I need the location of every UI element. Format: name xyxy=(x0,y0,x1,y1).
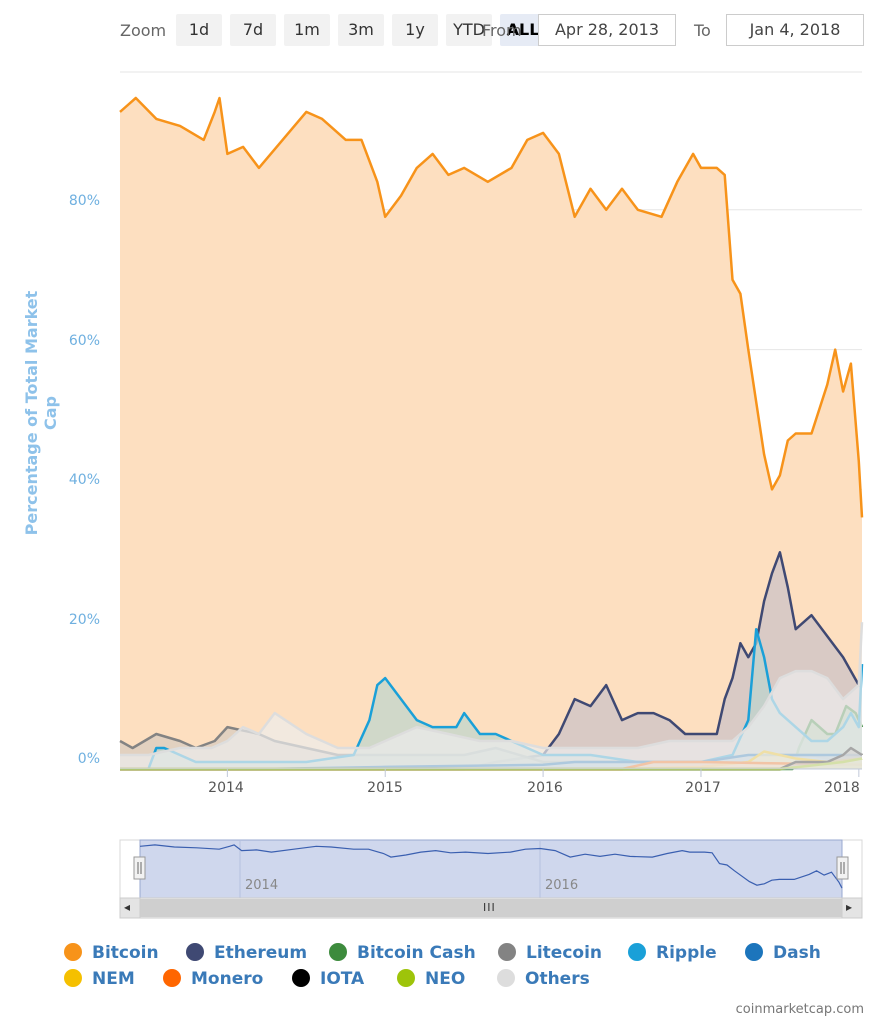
series-area-bitcoin xyxy=(120,98,862,769)
legend-item-dash[interactable]: Dash xyxy=(745,942,821,964)
legend-label: Ethereum xyxy=(214,943,308,963)
legend-item-neo[interactable]: NEO xyxy=(397,968,465,990)
series-line-ethereum[interactable] xyxy=(120,551,862,771)
legend-label: Litecoin xyxy=(526,943,603,963)
scrollbar-left-button[interactable] xyxy=(119,897,141,919)
zoom-1m-button[interactable]: 1m xyxy=(284,14,330,46)
legend-label: Bitcoin xyxy=(92,943,159,963)
legend-item-ethereum[interactable]: Ethereum xyxy=(186,942,307,964)
x-tick-marks xyxy=(226,769,860,777)
y-tick-label: 20% xyxy=(68,612,100,628)
legend-item-nem[interactable]: NEM xyxy=(64,968,135,990)
series-areas xyxy=(119,96,864,771)
dash-dot-icon xyxy=(745,943,763,961)
legend-item-monero[interactable]: Monero xyxy=(163,968,263,990)
navigator-label-2016: 2016 xyxy=(545,878,579,893)
scroll-right-arrow-icon[interactable]: ▸ xyxy=(846,900,853,914)
legend-label: Others xyxy=(525,969,590,989)
from-label: From xyxy=(482,21,522,40)
legend-label: IOTA xyxy=(320,969,365,989)
x-tick-label: 2016 xyxy=(527,780,563,796)
zoom-label: Zoom xyxy=(120,21,167,40)
legend-label: Bitcoin Cash xyxy=(357,943,476,963)
y-axis-title: Percentage of Total Market Cap xyxy=(22,290,60,536)
navigator xyxy=(119,839,863,899)
to-label: To xyxy=(694,21,711,40)
bitcoin-cash-dot-icon xyxy=(329,943,347,961)
nem-dot-icon xyxy=(64,969,82,987)
y-tick-label: 0% xyxy=(77,751,100,767)
litecoin-dot-icon xyxy=(498,943,516,961)
series-line-others[interactable] xyxy=(120,622,864,757)
navigator-series-line xyxy=(139,844,843,889)
y-tick-label: 40% xyxy=(68,472,100,488)
navigator-left-handle[interactable] xyxy=(133,856,146,880)
legend-label: Dash xyxy=(773,943,821,963)
iota-dot-icon xyxy=(292,969,310,987)
legend-item-others[interactable]: Others xyxy=(497,968,590,990)
legend-item-bitcoin[interactable]: Bitcoin xyxy=(64,942,159,964)
series-line-bitcoin[interactable] xyxy=(119,96,864,518)
x-tick-label: 2015 xyxy=(367,780,403,796)
ethereum-dot-icon xyxy=(186,943,204,961)
legend-label: Ripple xyxy=(656,943,717,963)
zoom-7d-button[interactable]: 7d xyxy=(230,14,276,46)
scrollbar[interactable] xyxy=(119,897,863,919)
zoom-1d-button[interactable]: 1d xyxy=(176,14,222,46)
navigator-right-handle[interactable] xyxy=(836,856,849,880)
ripple-dot-icon xyxy=(628,943,646,961)
legend-label: Monero xyxy=(191,969,264,989)
to-date-input[interactable]: Jan 4, 2018 xyxy=(726,14,864,46)
scrollbar-grip-icon: III xyxy=(483,901,496,914)
legend-item-bitcoin-cash[interactable]: Bitcoin Cash xyxy=(329,942,476,964)
credits-link[interactable]: coinmarketcap.com xyxy=(735,1002,864,1017)
y-tick-label: 60% xyxy=(68,333,100,349)
scrollbar-right-button[interactable] xyxy=(841,897,863,919)
zoom-ytd-button[interactable]: YTD xyxy=(446,14,492,46)
scrollbar-thumb[interactable] xyxy=(140,899,842,917)
zoom-3m-button[interactable]: 3m xyxy=(338,14,384,46)
monero-dot-icon xyxy=(163,969,181,987)
legend-item-litecoin[interactable]: Litecoin xyxy=(498,942,602,964)
x-tick-label: 2018 xyxy=(824,780,860,796)
others-dot-icon xyxy=(497,969,515,987)
legend-item-ripple[interactable]: Ripple xyxy=(628,942,717,964)
x-tick-label: 2017 xyxy=(685,780,721,796)
from-date-input[interactable]: Apr 28, 2013 xyxy=(538,14,676,46)
legend-label: NEO xyxy=(425,969,466,989)
y-tick-label: 80% xyxy=(68,193,100,209)
legend-item-iota[interactable]: IOTA xyxy=(292,968,364,990)
range-selector: Zoom 1d 7d 1m 3m 1y YTD ALL From Apr 28,… xyxy=(0,14,878,48)
scroll-left-arrow-icon[interactable]: ◂ xyxy=(124,900,131,914)
chart-canvas xyxy=(119,71,864,919)
x-tick-label: 2014 xyxy=(208,780,244,796)
zoom-1y-button[interactable]: 1y xyxy=(392,14,438,46)
series-area-others xyxy=(120,622,862,769)
neo-dot-icon xyxy=(397,969,415,987)
legend-label: NEM xyxy=(92,969,135,989)
bitcoin-dot-icon xyxy=(64,943,82,961)
navigator-label-2014: 2014 xyxy=(245,878,279,893)
